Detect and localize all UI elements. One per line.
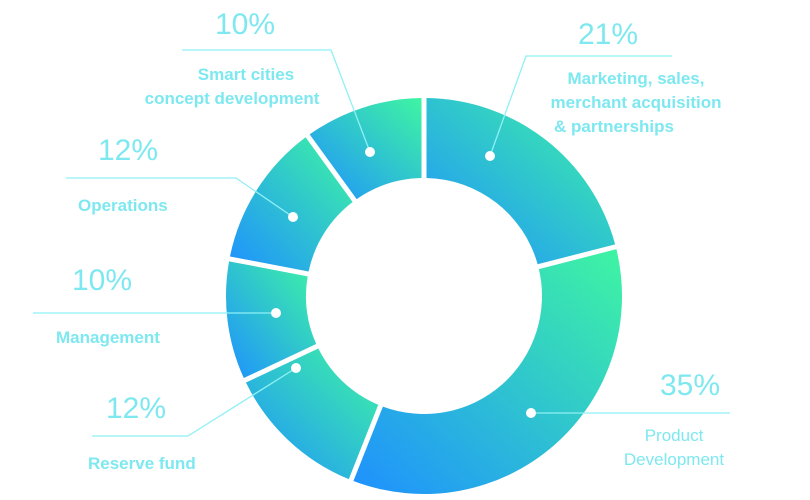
slice-label-smart-cities-line2: concept development (145, 89, 320, 108)
leader-dot-management (271, 308, 281, 318)
donut-slice-marketing (426, 98, 616, 265)
leader-dot-smart-cities (365, 147, 375, 157)
slice-label-smart-cities-line1: Smart cities (198, 65, 294, 84)
slice-percent-label-marketing: 21% (578, 18, 638, 51)
slice-label-product-line1: Product (645, 426, 704, 445)
slice-percent-label-management: 10% (72, 264, 132, 297)
slice-label-marketing-line2: merchant acquisition (551, 93, 722, 112)
slices-layer (226, 98, 622, 494)
slice-percent-label-smart-cities: 10% (215, 8, 275, 41)
donut-slice-smart-cities (309, 98, 422, 200)
donut-slice-product (353, 249, 622, 494)
leader-lines-layer (33, 49, 730, 437)
slice-percent-label-reserve: 12% (106, 392, 166, 425)
slice-label-marketing-line3: & partnerships (554, 117, 674, 136)
leader-line-operations (66, 177, 294, 218)
leader-line-smart-cities (182, 49, 371, 153)
leader-line-marketing (489, 55, 672, 157)
leader-dot-operations (288, 212, 298, 222)
leader-dot-product (526, 408, 536, 418)
donut-slice-reserve (245, 348, 379, 480)
slice-label-marketing-line1: Marketing, sales, (567, 69, 704, 88)
leader-line-reserve (92, 367, 297, 437)
leader-dot-marketing (485, 151, 495, 161)
slice-percent-label-product: 35% (660, 369, 720, 402)
donut-slice-management (226, 261, 317, 379)
slice-label-product-line2: Development (624, 450, 724, 469)
labels-layer: 21% Marketing, sales, merchant acquisiti… (56, 8, 724, 473)
slice-label-management: Management (56, 328, 160, 347)
slice-label-reserve: Reserve fund (88, 454, 196, 473)
slice-percent-label-operations: 12% (98, 134, 158, 167)
leader-dot-reserve (291, 363, 301, 373)
slice-label-operations: Operations (78, 196, 168, 215)
donut-slice-operations (229, 137, 353, 272)
